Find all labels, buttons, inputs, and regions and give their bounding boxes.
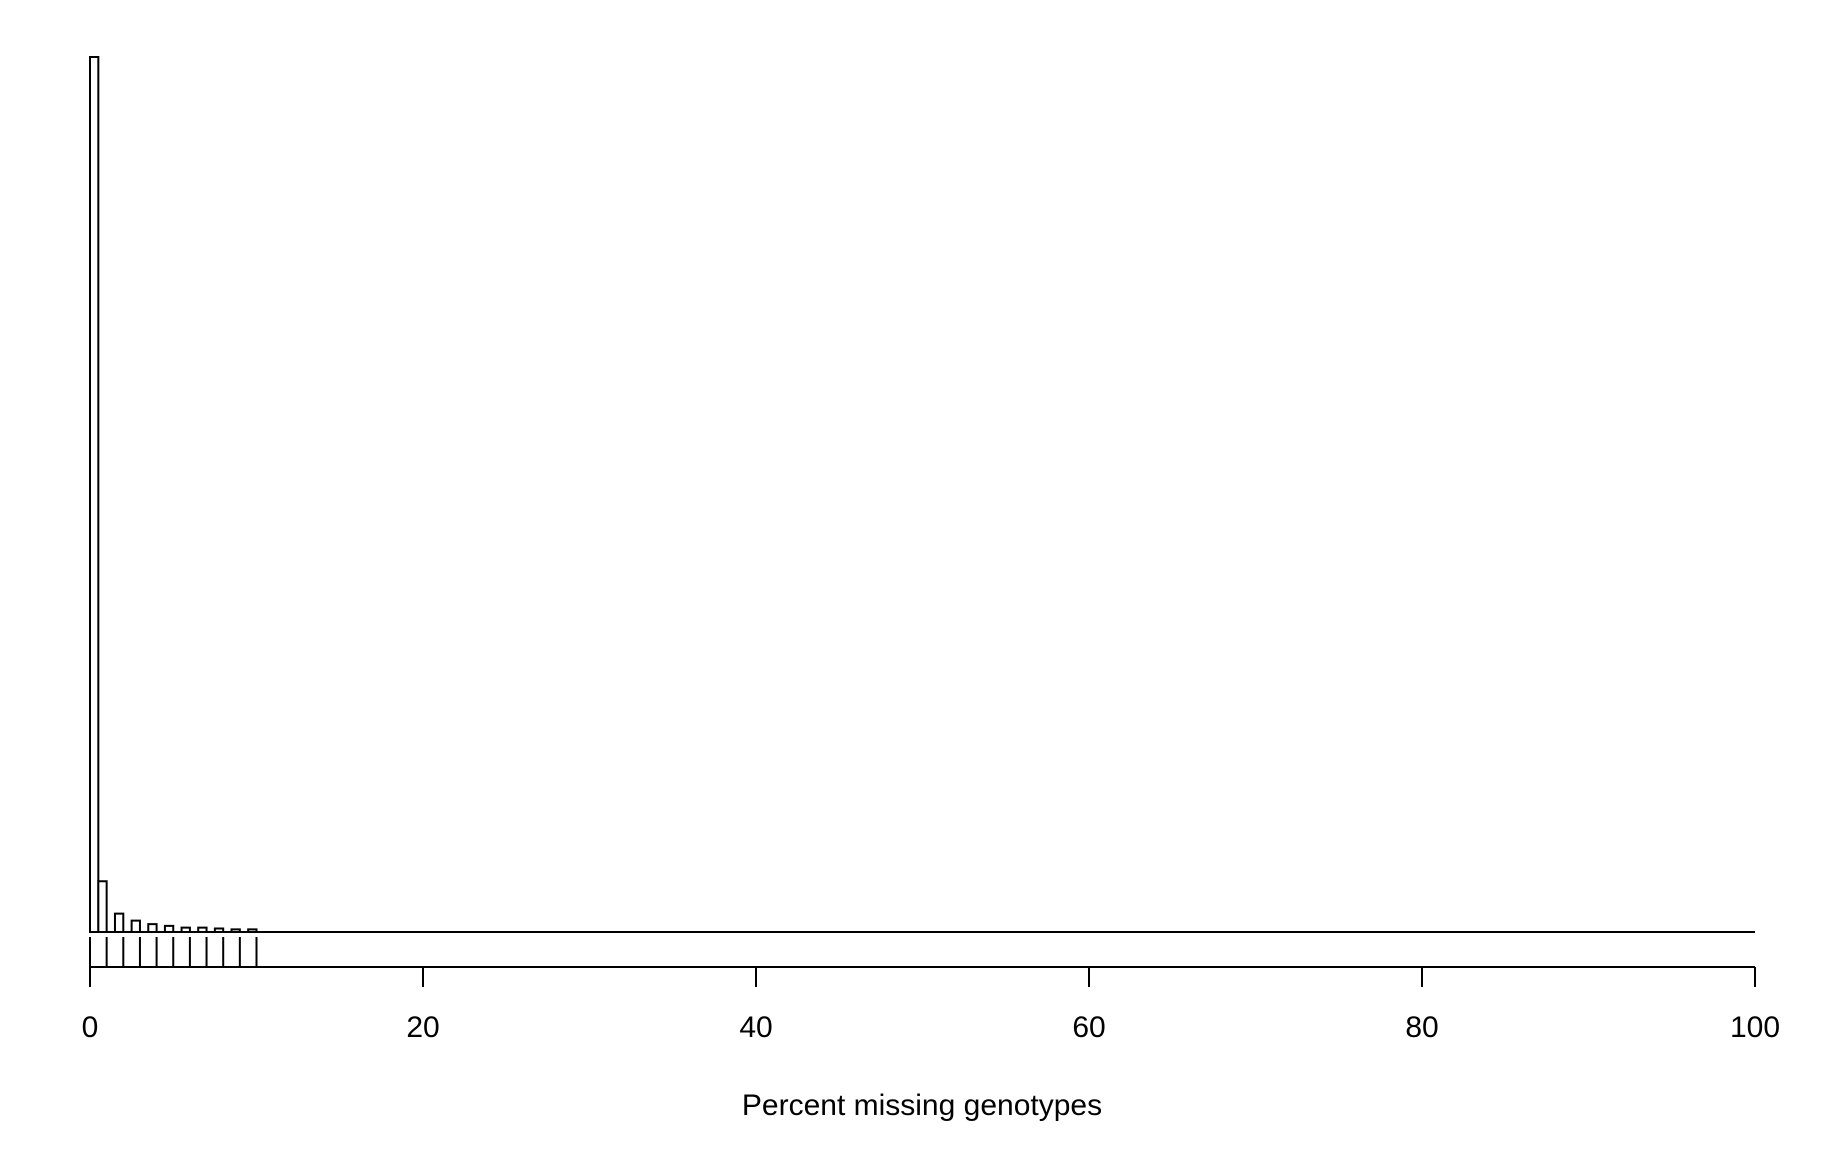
rug-marks bbox=[89, 937, 258, 967]
x-axis-tick-label: 40 bbox=[739, 1011, 772, 1044]
x-axis-title: Percent missing genotypes bbox=[742, 1089, 1102, 1122]
histogram-bar bbox=[147, 923, 158, 933]
x-axis-ticks: 0 20 40 60 80 100 bbox=[82, 967, 1780, 1044]
histogram-bar bbox=[97, 880, 108, 933]
x-axis-tick-label: 0 bbox=[82, 1011, 99, 1044]
x-axis-tick-label: 60 bbox=[1072, 1011, 1105, 1044]
x-axis: 0 20 40 60 80 100 bbox=[82, 966, 1780, 1044]
histogram-bars bbox=[89, 56, 258, 933]
x-axis-tick-label: 80 bbox=[1405, 1011, 1438, 1044]
x-axis-tick-label: 100 bbox=[1730, 1011, 1780, 1044]
x-axis-tick-label: 20 bbox=[406, 1011, 439, 1044]
histogram-bar bbox=[89, 56, 100, 933]
histogram-bar bbox=[130, 919, 141, 933]
histogram-bar bbox=[113, 912, 125, 933]
